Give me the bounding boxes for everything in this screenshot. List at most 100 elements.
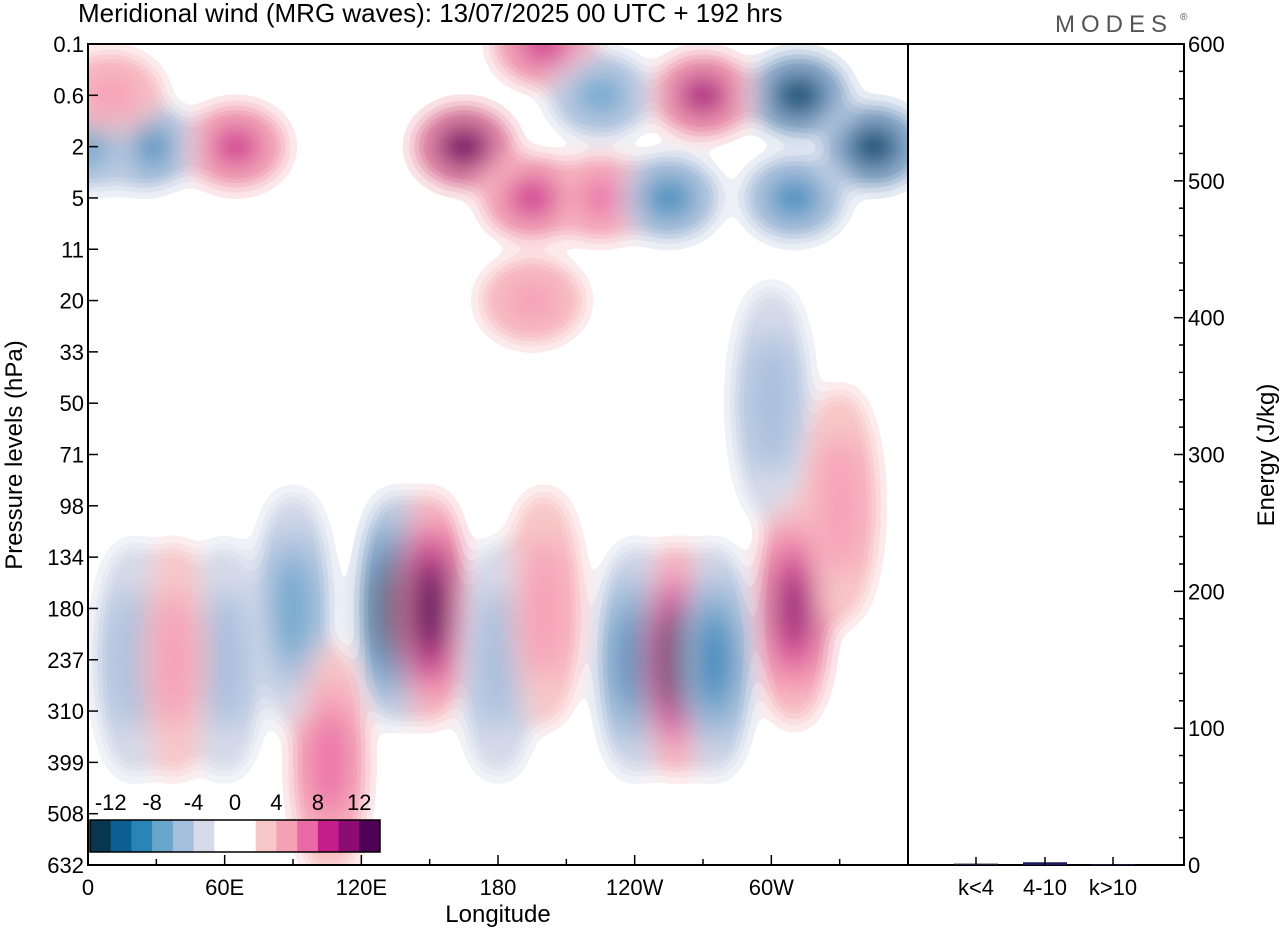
chart-title: Meridional wind (MRG waves): 13/07/2025 … — [78, 0, 783, 28]
pressure-tick-label: 2 — [72, 135, 84, 160]
energy-tick-label: 300 — [1188, 443, 1225, 468]
energy-category-label: k<4 — [958, 875, 994, 900]
contour-level — [152, 588, 197, 732]
contour-level — [575, 178, 626, 218]
contour-feature — [297, 648, 362, 865]
energy-tick-label: 400 — [1188, 306, 1225, 331]
contour-level — [619, 617, 650, 703]
contour-feature — [620, 159, 717, 236]
contour-level — [521, 536, 566, 681]
contour-level — [699, 617, 730, 703]
contour-feature — [682, 545, 747, 774]
colorbar-swatch — [276, 820, 298, 852]
colorbar-frame — [89, 819, 381, 853]
colorbar-swatch — [297, 820, 319, 852]
contour-level — [685, 81, 721, 110]
energy-category-label: k>10 — [1089, 875, 1137, 900]
colorbar-label: 8 — [312, 790, 324, 815]
contour-feature — [762, 494, 827, 723]
contour-level — [773, 182, 815, 214]
longitude-axis: 0 60E 120E 180 120W 60W — [82, 855, 909, 900]
contour-level — [215, 130, 257, 163]
colorbar-label: 0 — [229, 790, 241, 815]
energy-tick-label: 100 — [1188, 716, 1225, 741]
pressure-tick-label: 33 — [60, 340, 84, 365]
contour-level — [202, 588, 247, 732]
pressure-tick-label: 20 — [60, 289, 84, 314]
contour-level — [511, 182, 553, 214]
colorbar-swatch — [90, 820, 112, 852]
contour-level — [575, 76, 626, 115]
contour-level — [522, 44, 565, 60]
energy-bar-chart: 0 100 200 300 400 500 600 k<4 4-10 k>10 — [907, 32, 1225, 900]
colorbar-swatch — [131, 820, 153, 852]
longitude-tick-label: 60W — [749, 875, 794, 900]
contour-level — [817, 434, 862, 578]
colorbar-swatch — [152, 820, 174, 852]
contour-feature — [511, 494, 576, 723]
contour-feature — [192, 545, 257, 774]
contour-feature — [188, 108, 285, 185]
pressure-tick-label: 310 — [47, 699, 84, 724]
contour-level — [88, 127, 113, 166]
longitude-tick-label: 120W — [606, 875, 664, 900]
colorbar-label: -4 — [184, 790, 204, 815]
colorbar-swatch — [235, 820, 257, 852]
pressure-tick-label: 508 — [47, 802, 84, 827]
contour-feature — [415, 108, 512, 185]
longitude-tick-label: 120E — [336, 875, 387, 900]
contour-feature — [484, 262, 581, 339]
contour-field — [88, 44, 908, 865]
contour-level — [476, 588, 520, 732]
contour-feature — [142, 545, 207, 774]
pressure-tick-label: 11 — [61, 237, 84, 262]
energy-tick-label: 500 — [1188, 169, 1225, 194]
contour-level — [859, 135, 889, 158]
contour-feature — [552, 159, 649, 236]
pressure-tick-label: 399 — [47, 750, 84, 775]
contour-feature — [261, 494, 325, 723]
colorbar-swatch — [359, 820, 381, 852]
contour-feature — [739, 289, 804, 518]
pressure-axis: 0.1 0.6 2 5 11 20 33 50 71 98 134 180 237 310 399 508 63… — [47, 32, 98, 878]
contour-level — [749, 331, 794, 475]
colorbar: -12 -8 -4 0 4 8 12 — [89, 790, 381, 853]
colorbar-swatch — [317, 820, 340, 852]
colorbar-swatch — [255, 820, 277, 852]
energy-axis-label: Energy (J/kg) — [1253, 384, 1280, 527]
pressure-tick-label: 632 — [47, 853, 84, 878]
pressure-tick-label: 180 — [47, 596, 84, 621]
colorbar-swatch — [214, 820, 236, 852]
contour-feature — [397, 494, 462, 723]
contour-level — [780, 573, 808, 644]
contour-feature — [750, 57, 847, 134]
colorbar-label: -8 — [142, 790, 162, 815]
contour-level — [648, 182, 690, 214]
contour-level — [88, 70, 143, 121]
pressure-tick-label: 0.6 — [53, 83, 84, 108]
energy-tick-label: 0 — [1188, 853, 1200, 878]
contour-level — [275, 555, 311, 662]
colorbar-label: 12 — [347, 790, 371, 815]
contour-level — [664, 632, 688, 687]
y-axis-label: Pressure levels (hPa) — [1, 340, 28, 569]
energy-tick-label: 200 — [1188, 579, 1225, 604]
heatmap-plot — [88, 44, 908, 865]
longitude-tick-label: 0 — [82, 875, 94, 900]
contour-level — [500, 275, 564, 326]
longitude-tick-label: 180 — [480, 875, 517, 900]
pressure-tick-label: 5 — [72, 186, 84, 211]
pressure-tick-label: 98 — [60, 494, 84, 519]
colorbar-label: -12 — [95, 790, 127, 815]
longitude-tick-label: 60E — [205, 875, 244, 900]
contour-level — [311, 709, 348, 816]
pressure-tick-label: 237 — [47, 648, 84, 673]
pressure-tick-label: 0.1 — [53, 32, 84, 57]
brand-registered-mark: ® — [1180, 12, 1188, 23]
contour-level — [418, 581, 442, 636]
colorbar-swatch — [193, 820, 215, 852]
contour-level — [783, 84, 814, 107]
pressure-tick-label: 50 — [60, 391, 84, 416]
contour-level — [449, 135, 479, 158]
